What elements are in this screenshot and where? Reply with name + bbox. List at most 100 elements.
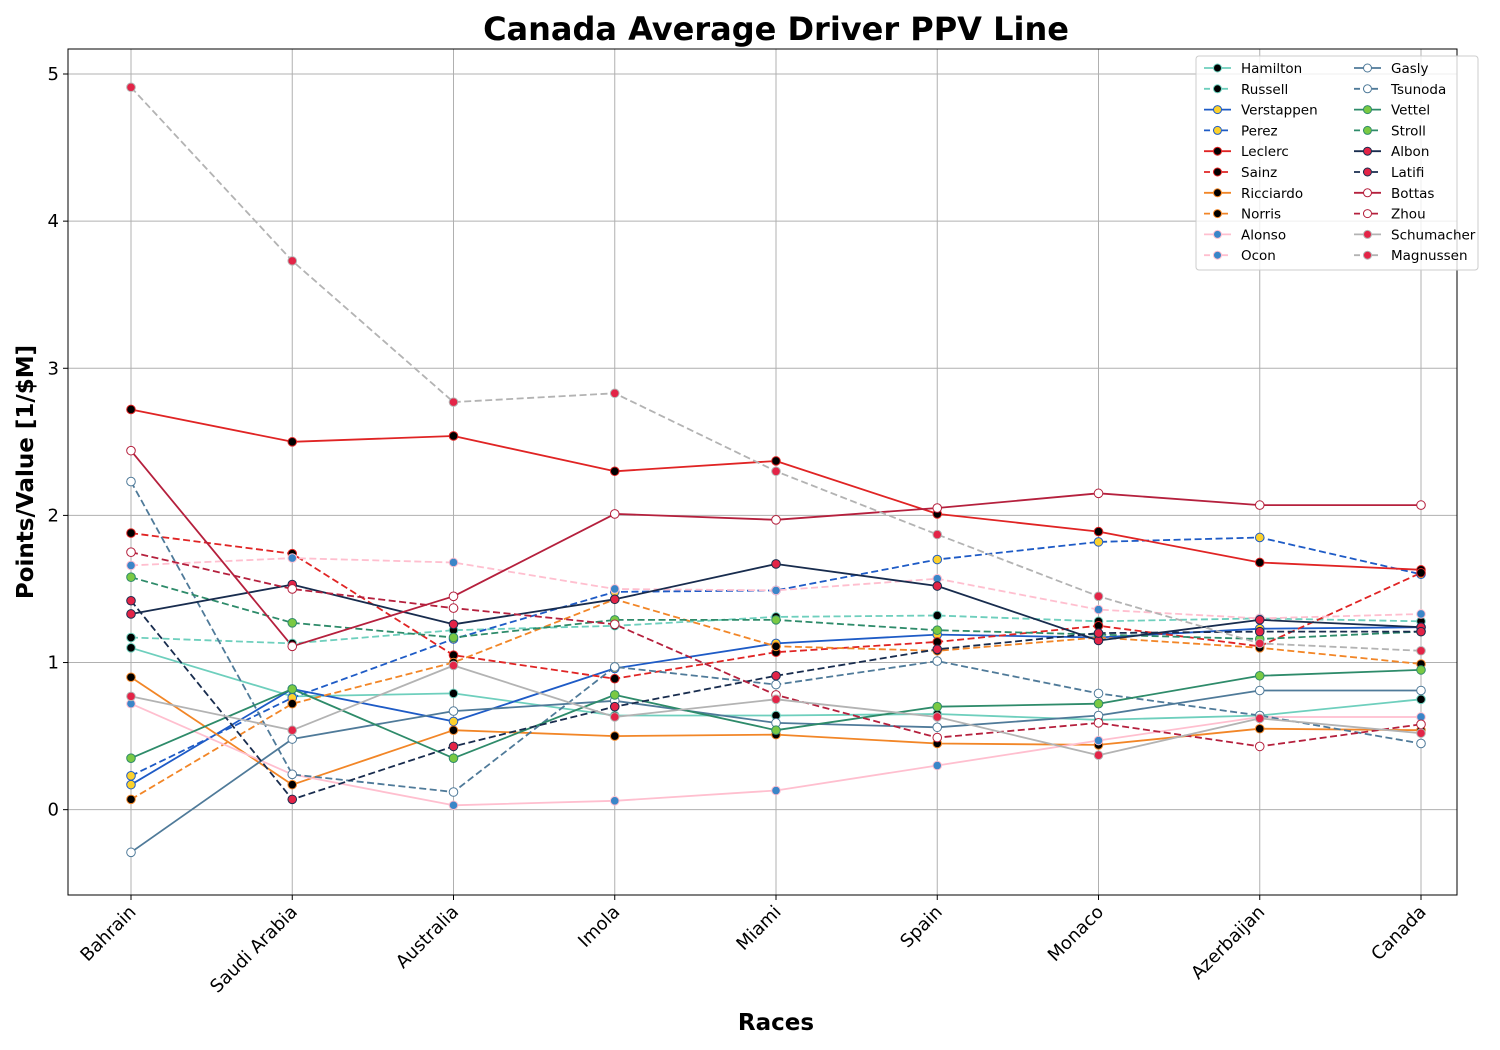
data-point-russell [932,610,943,621]
data-point-tsunoda [1093,688,1104,699]
legend-marker-leclerc [1213,146,1222,156]
data-point-alonso [448,800,459,811]
legend-marker-vettel [1363,105,1372,115]
legend-label-russell: Russell [1241,82,1288,98]
data-point-zhou [1093,718,1104,728]
data-point-zhou [126,547,136,557]
legend-label-gasly: Gasly [1391,61,1429,77]
y-tick-label: 4 [48,211,59,232]
legend-marker-ocon [1213,250,1222,260]
data-point-tsunoda [932,656,943,666]
data-point-vettel [126,753,136,763]
data-point-alonso [609,796,620,806]
data-point-leclerc [1254,557,1265,568]
data-point-ocon [448,557,459,568]
legend-marker-stroll [1363,125,1372,135]
data-point-tsunoda [126,476,136,487]
legend-marker-hamilton [1213,63,1222,73]
y-axis-label: Points/Value [1/$M] [13,345,39,599]
y-tick-label: 3 [48,358,59,379]
chart-title: Canada Average Driver PPV Line [483,10,1069,48]
legend-label-ricciardo: Ricciardo [1241,186,1303,202]
data-point-russell [126,632,136,643]
legend-marker-alonso [1213,229,1222,239]
data-point-gasly [287,734,298,744]
data-point-vettel [771,725,781,736]
legend-marker-latifi [1363,167,1372,177]
data-point-latifi [287,794,298,805]
data-point-ocon [1093,604,1104,615]
legend-marker-verstappen [1213,105,1222,115]
data-point-bottas [1416,500,1426,510]
data-point-magnussen [1416,645,1426,656]
data-point-zhou [609,619,620,630]
data-point-vettel [1093,698,1104,709]
data-point-stroll [126,572,136,582]
data-point-vettel [1254,670,1265,681]
data-point-magnussen [771,466,781,477]
y-tick-label: 5 [48,64,59,85]
data-point-schumacher [448,660,459,671]
legend-label-sainz: Sainz [1241,165,1277,181]
y-axis-ticks: 0 1 2 3 4 5 [48,64,68,821]
data-point-tsunoda [609,662,620,672]
data-point-sainz [1416,567,1426,578]
data-point-bottas [771,515,781,525]
legend-label-zhou: Zhou [1391,207,1426,223]
data-point-gasly [448,706,459,716]
legend-label-hamilton: Hamilton [1241,61,1302,77]
data-point-bottas [1254,500,1265,510]
x-axis-label: Races [738,1010,814,1036]
data-point-tsunoda [1416,738,1426,749]
data-point-vettel [448,753,459,763]
legend-marker-sainz [1213,167,1222,177]
legend-marker-ricciardo [1213,188,1222,198]
data-point-zhou [1416,719,1426,730]
data-point-magnussen [932,529,943,540]
data-point-stroll [932,625,943,635]
data-point-perez [126,771,136,781]
data-point-latifi [609,701,620,712]
data-point-ricciardo [609,731,620,741]
data-point-ocon [609,584,620,594]
data-point-ocon [126,560,136,571]
legend-marker-gasly [1363,63,1372,73]
data-point-latifi [932,644,943,655]
legend-marker-bottas [1363,188,1372,198]
data-point-gasly [1254,685,1265,696]
data-point-ocon [1416,609,1426,619]
data-point-latifi [448,741,459,752]
data-point-schumacher [1093,750,1104,761]
data-point-sainz [126,528,136,538]
data-point-norris [287,698,298,709]
y-tick-label: 1 [48,653,59,674]
series-markers [126,82,1426,858]
data-point-latifi [771,670,781,681]
data-point-magnussen [1254,638,1265,649]
data-point-perez [1093,537,1104,547]
legend-label-perez: Perez [1241,123,1278,139]
data-point-hamilton [126,643,136,653]
data-point-tsunoda [287,769,298,780]
data-point-bottas [609,509,620,519]
data-point-latifi [1093,628,1104,638]
data-point-stroll [448,632,459,643]
legend-marker-schumacher [1363,229,1372,239]
data-point-vettel [287,684,298,694]
data-point-gasly [932,722,943,733]
legend-marker-albon [1363,146,1372,156]
data-point-leclerc [126,404,136,415]
data-point-ricciardo [448,725,459,736]
legend-marker-perez [1213,125,1222,135]
y-tick-label: 2 [48,505,59,526]
plot-area-frame [67,48,1458,896]
data-point-ocon [771,585,781,596]
data-point-vettel [1416,665,1426,675]
data-point-leclerc [1093,526,1104,537]
data-point-perez [932,554,943,565]
legend-label-leclerc: Leclerc [1241,144,1289,160]
data-point-ricciardo [126,672,136,683]
data-point-schumacher [1254,713,1265,724]
data-point-verstappen [448,716,459,727]
